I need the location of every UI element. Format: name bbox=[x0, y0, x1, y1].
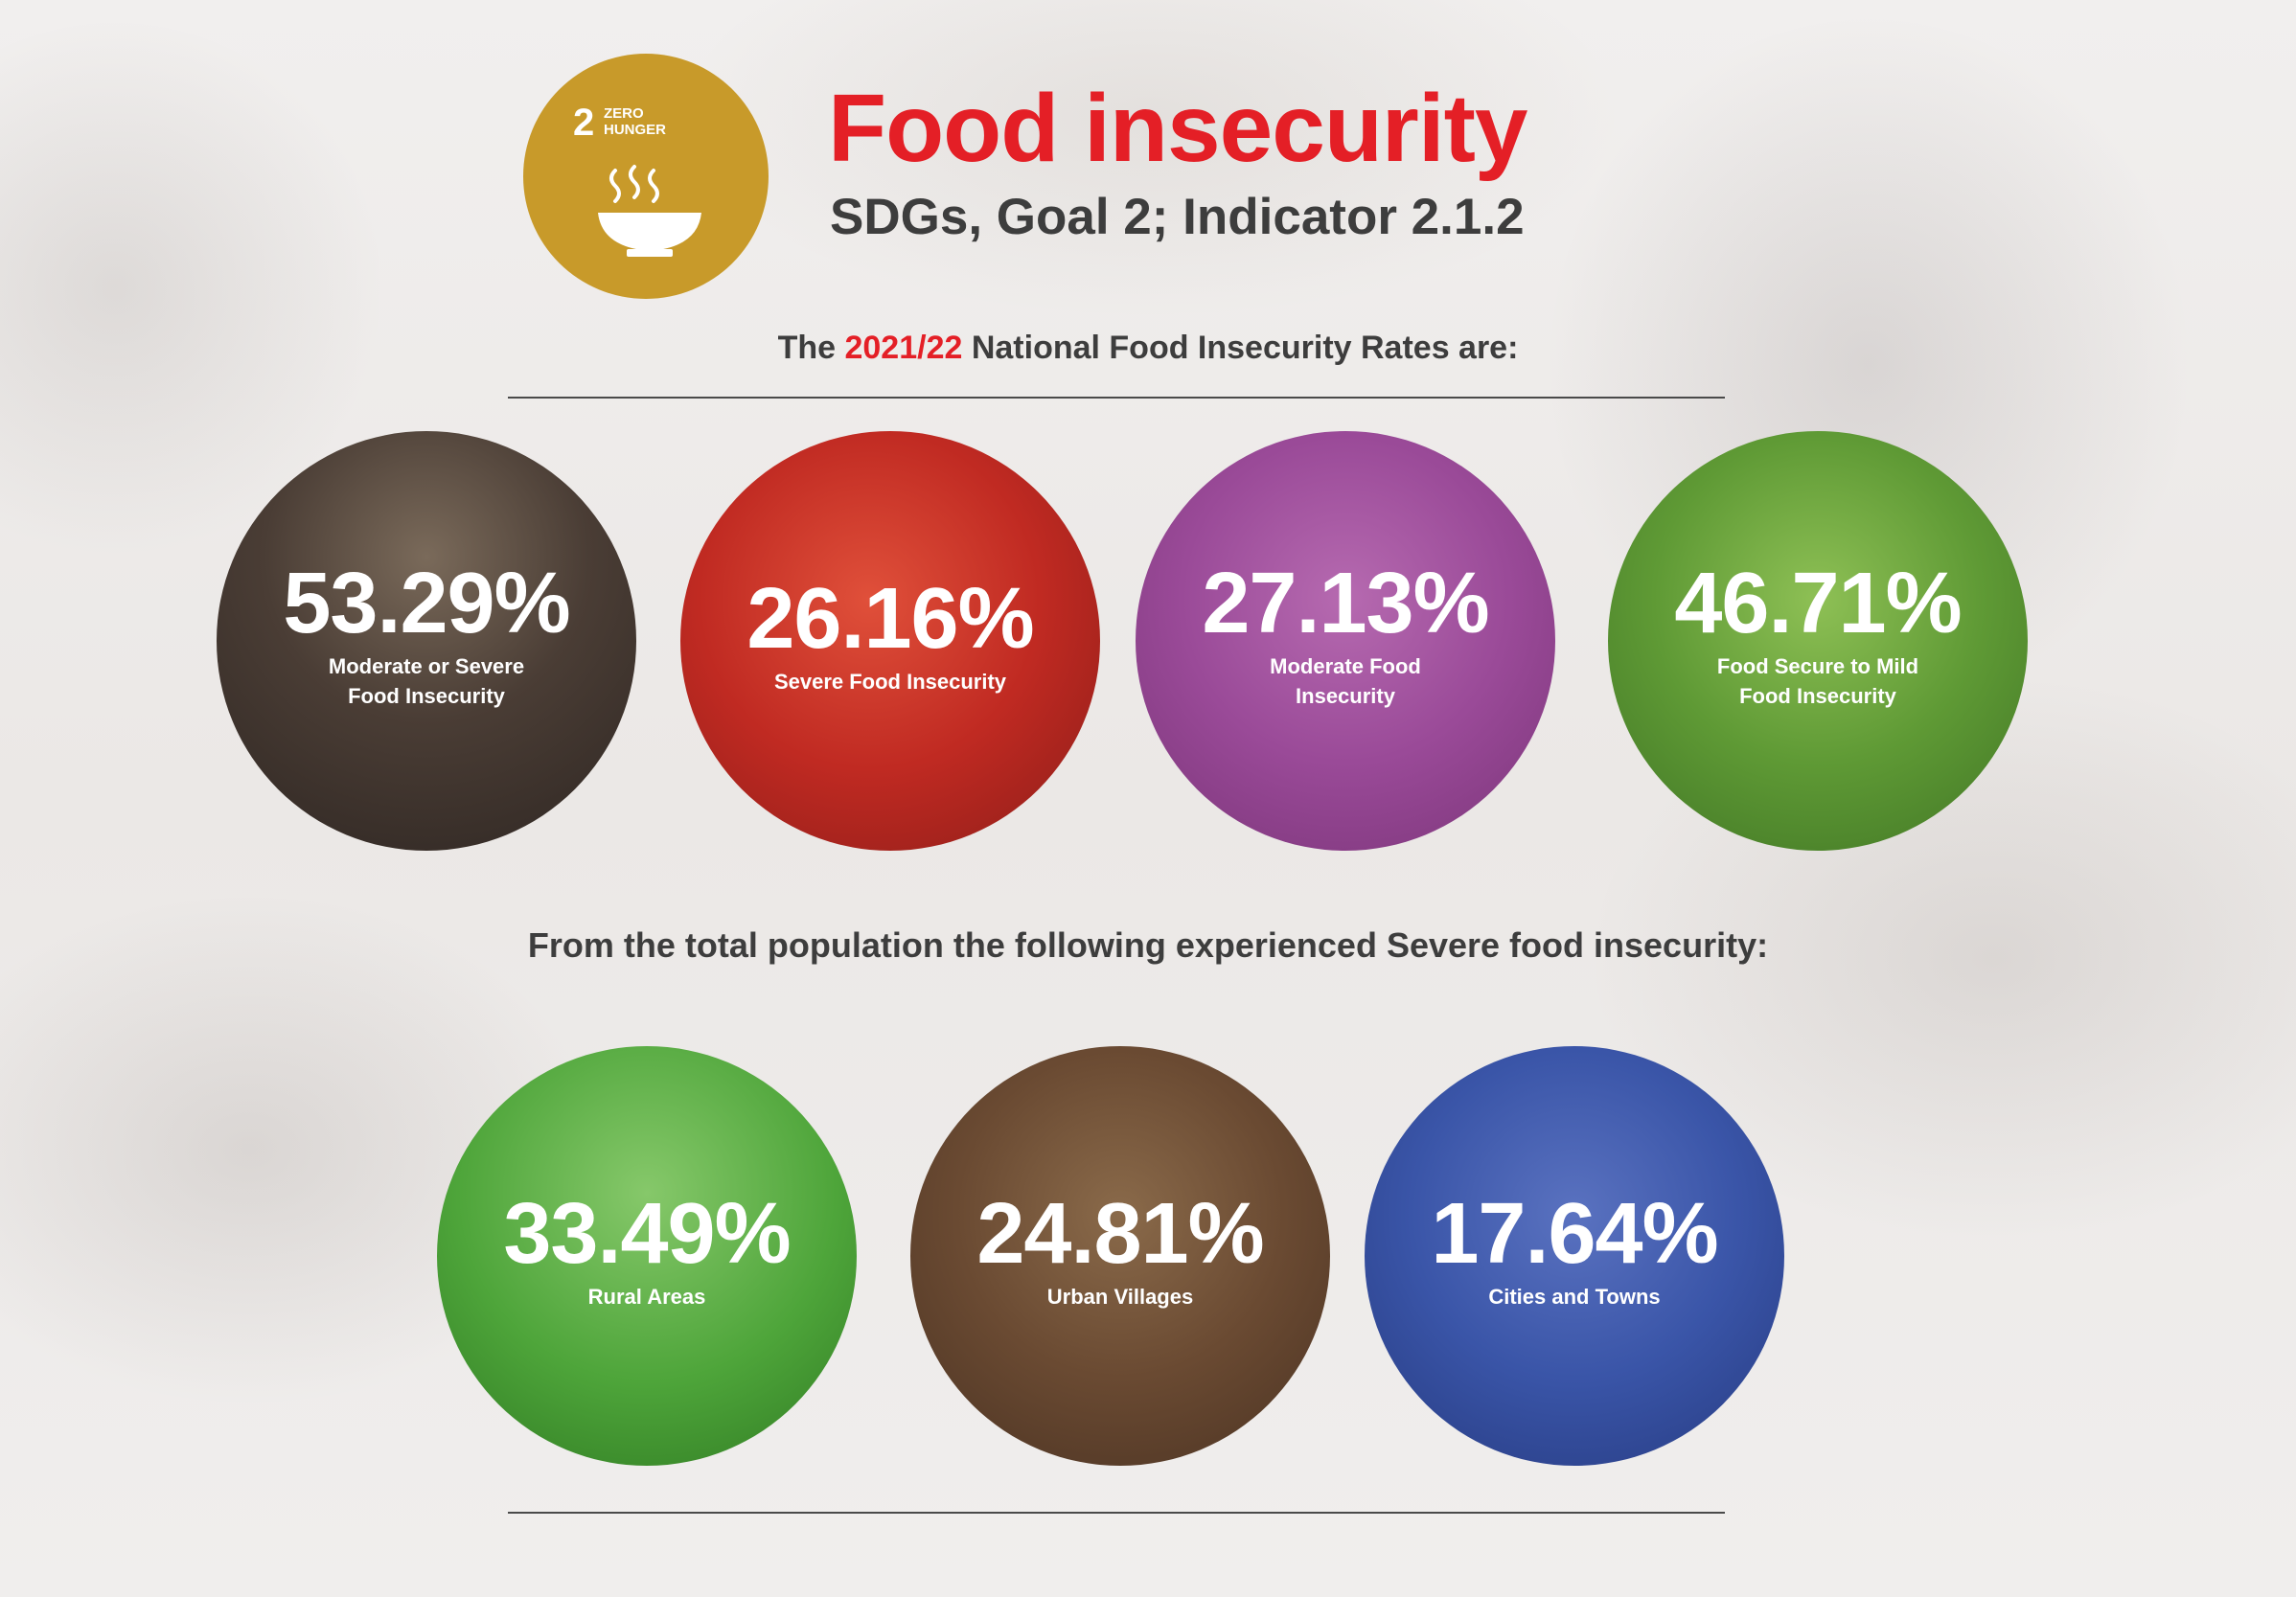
severe-section-heading: From the total population the following … bbox=[527, 925, 1769, 965]
intro-heading: The 2021/22 National Food Insecurity Rat… bbox=[0, 330, 2296, 367]
intro-suffix: National Food Insecurity Rates are: bbox=[962, 330, 1519, 366]
area-label: Urban Villages bbox=[1046, 1284, 1194, 1309]
page-title: Food insecurity bbox=[828, 75, 1528, 182]
intro-prefix: The bbox=[777, 330, 845, 366]
page-subtitle: SDGs, Goal 2; Indicator 2.1.2 bbox=[830, 189, 1525, 245]
rate-circle-food-secure: 46.71% Food Secure to Mild Food Insecuri… bbox=[1608, 431, 2028, 851]
rate-label: Moderate Food Insecurity bbox=[1270, 654, 1421, 708]
rate-value: 46.71% bbox=[1674, 556, 1962, 652]
rate-circle-moderate: 27.13% Moderate Food Insecurity bbox=[1136, 431, 1555, 851]
area-circle-rural: 33.49% Rural Areas bbox=[437, 1046, 857, 1466]
area-value: 24.81% bbox=[976, 1185, 1264, 1282]
rate-value: 53.29% bbox=[283, 556, 570, 652]
divider-bottom bbox=[508, 1512, 1725, 1514]
rate-circle-moderate-or-severe: 53.29% Moderate or Severe Food Insecurit… bbox=[217, 431, 636, 851]
area-label: Rural Areas bbox=[587, 1284, 706, 1309]
area-circle-cities-towns: 17.64% Cities and Towns bbox=[1365, 1046, 1784, 1466]
divider-top bbox=[508, 397, 1725, 399]
sdg-label: ZERO HUNGER bbox=[604, 105, 667, 139]
food-bowl-icon bbox=[598, 165, 701, 257]
area-value: 33.49% bbox=[503, 1185, 791, 1282]
intro-year: 2021/22 bbox=[844, 330, 963, 366]
area-label: Cities and Towns bbox=[1488, 1284, 1661, 1309]
area-value: 17.64% bbox=[1431, 1185, 1718, 1282]
rate-label: Severe Food Insecurity bbox=[773, 669, 1007, 694]
rate-circle-severe: 26.16% Severe Food Insecurity bbox=[680, 431, 1100, 851]
rate-value: 26.16% bbox=[746, 570, 1034, 667]
rate-value: 27.13% bbox=[1202, 556, 1489, 652]
sdg-goal-2-badge bbox=[523, 54, 769, 299]
sdg-number: 2 bbox=[573, 102, 595, 144]
area-circle-urban-villages: 24.81% Urban Villages bbox=[910, 1046, 1330, 1466]
rate-label: Moderate or Severe Food Insecurity bbox=[328, 654, 525, 708]
rate-label: Food Secure to Mild Food Insecurity bbox=[1716, 654, 1919, 708]
